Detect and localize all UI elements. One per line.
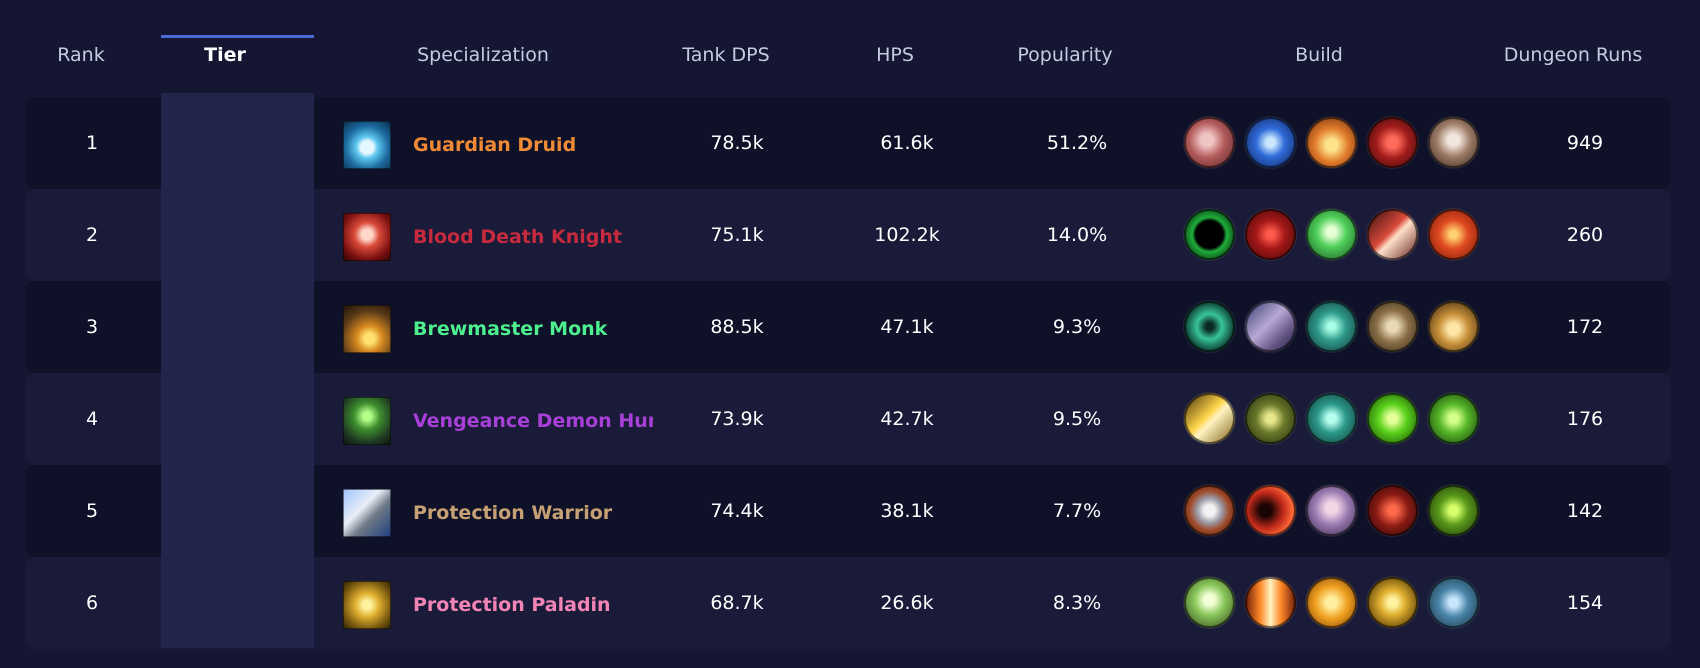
ox-statue-icon[interactable]: [1428, 301, 1479, 352]
spec-name[interactable]: Guardian Druid: [413, 134, 577, 156]
dungeon-runs-cell: 172: [1566, 316, 1604, 338]
holy-skull-icon[interactable]: [1184, 577, 1235, 628]
green-skull-icon[interactable]: [1306, 209, 1357, 260]
tank-dps-cell: 88.5k: [710, 316, 764, 338]
sword-slash-icon[interactable]: [1367, 209, 1418, 260]
spec-cell[interactable]: Vengeance Demon Hunter: [343, 396, 653, 446]
spec-name[interactable]: Vengeance Demon Hunter: [413, 410, 653, 432]
rank-cell: 3: [85, 316, 99, 338]
dungeon-runs-cell: 176: [1566, 408, 1604, 430]
spec-name[interactable]: Protection Warrior: [413, 502, 613, 524]
spec-name[interactable]: Blood Death Knight: [413, 226, 622, 248]
popularity-cell: 51.2%: [1046, 132, 1108, 154]
stone-shield-icon[interactable]: [1367, 301, 1418, 352]
spec-cell[interactable]: Brewmaster Monk: [343, 304, 653, 354]
bear-armor-icon[interactable]: [1306, 117, 1357, 168]
build-talents: [1184, 577, 1489, 628]
tank-dps-cell: 68.7k: [710, 592, 764, 614]
spec-cell[interactable]: Protection Warrior: [343, 488, 653, 538]
dark-portal-icon[interactable]: [1184, 209, 1235, 260]
tier-column-highlight: [161, 93, 314, 648]
rank-cell: 2: [85, 224, 99, 246]
tank-dps-cell: 74.4k: [710, 500, 764, 522]
tank-dps-cell: 75.1k: [710, 224, 764, 246]
bloodlust-icon[interactable]: [1245, 485, 1296, 536]
spec-name[interactable]: Protection Paladin: [413, 594, 611, 616]
blood-skull-icon: [343, 213, 391, 261]
build-talents: [1184, 393, 1489, 444]
build-talents: [1184, 117, 1489, 168]
red-bear-icon[interactable]: [1367, 117, 1418, 168]
avenging-wrath-icon[interactable]: [1306, 577, 1357, 628]
spec-cell[interactable]: Protection Paladin: [343, 580, 653, 630]
column-header-tier[interactable]: Tier: [204, 44, 246, 66]
sigil-icon[interactable]: [1367, 393, 1418, 444]
moonkin-swipe-icon[interactable]: [1245, 117, 1296, 168]
warrior-face-icon[interactable]: [1306, 485, 1357, 536]
popularity-cell: 7.7%: [1052, 500, 1102, 522]
popularity-cell: 9.3%: [1052, 316, 1102, 338]
ogre-face-icon[interactable]: [1428, 485, 1479, 536]
column-header-rank[interactable]: Rank: [57, 44, 105, 66]
rank-cell: 6: [85, 592, 99, 614]
rank-cell: 4: [85, 408, 99, 430]
fist-strike-icon[interactable]: [1245, 301, 1296, 352]
hps-cell: 42.7k: [880, 408, 934, 430]
column-header-specialization[interactable]: Specialization: [417, 44, 549, 66]
rend-claws-icon[interactable]: [1184, 117, 1235, 168]
shield-block-icon[interactable]: [1184, 485, 1235, 536]
hps-cell: 26.6k: [880, 592, 934, 614]
build-talents: [1184, 485, 1489, 536]
column-header-tank-dps[interactable]: Tank DPS: [682, 44, 770, 66]
blood-orb-icon[interactable]: [1245, 209, 1296, 260]
column-header-build: Build: [1295, 44, 1343, 66]
dungeon-runs-cell: 260: [1566, 224, 1604, 246]
golden-helm-icon[interactable]: [1367, 577, 1418, 628]
spec-cell[interactable]: Guardian Druid: [343, 120, 653, 170]
claw-slash-icon[interactable]: [1428, 117, 1479, 168]
demon-spikes-icon[interactable]: [1245, 393, 1296, 444]
tier-sort-indicator: [161, 35, 314, 38]
fiery-brand-icon[interactable]: [1184, 393, 1235, 444]
rank-cell: 1: [85, 132, 99, 154]
holy-light-icon[interactable]: [1245, 577, 1296, 628]
build-talents: [1184, 301, 1489, 352]
dungeon-runs-cell: 949: [1566, 132, 1604, 154]
dungeon-runs-cell: 154: [1566, 592, 1604, 614]
hps-cell: 47.1k: [880, 316, 934, 338]
column-header-hps[interactable]: HPS: [876, 44, 914, 66]
spec-cell[interactable]: Blood Death Knight: [343, 212, 653, 262]
table-header: Rank Tier Specialization Tank DPS HPS Po…: [0, 0, 1700, 93]
tank-dps-cell: 73.9k: [710, 408, 764, 430]
soul-cleave-icon[interactable]: [1306, 393, 1357, 444]
hps-cell: 38.1k: [880, 500, 934, 522]
divine-gear-icon[interactable]: [1428, 577, 1479, 628]
keg-icon: [343, 305, 391, 353]
rank-cell: 5: [85, 500, 99, 522]
spec-name[interactable]: Brewmaster Monk: [413, 318, 608, 340]
shield-icon: [343, 489, 391, 537]
blood-boil-icon[interactable]: [1428, 209, 1479, 260]
tank-dps-cell: 78.5k: [710, 132, 764, 154]
bear-paw-icon: [343, 121, 391, 169]
hps-cell: 61.6k: [880, 132, 934, 154]
popularity-cell: 8.3%: [1052, 592, 1102, 614]
demon-face-icon: [343, 397, 391, 445]
golden-helm-icon: [343, 581, 391, 629]
popularity-cell: 9.5%: [1052, 408, 1102, 430]
fel-flame-icon[interactable]: [1428, 393, 1479, 444]
hps-cell: 102.2k: [874, 224, 940, 246]
column-header-dungeon-runs[interactable]: Dungeon Runs: [1503, 44, 1643, 66]
column-header-popularity[interactable]: Popularity: [1017, 44, 1113, 66]
dungeon-runs-cell: 142: [1566, 500, 1604, 522]
build-talents: [1184, 209, 1489, 260]
jade-swirl-icon[interactable]: [1184, 301, 1235, 352]
spirit-serpent-icon[interactable]: [1306, 301, 1357, 352]
popularity-cell: 14.0%: [1046, 224, 1108, 246]
rage-icon[interactable]: [1367, 485, 1418, 536]
